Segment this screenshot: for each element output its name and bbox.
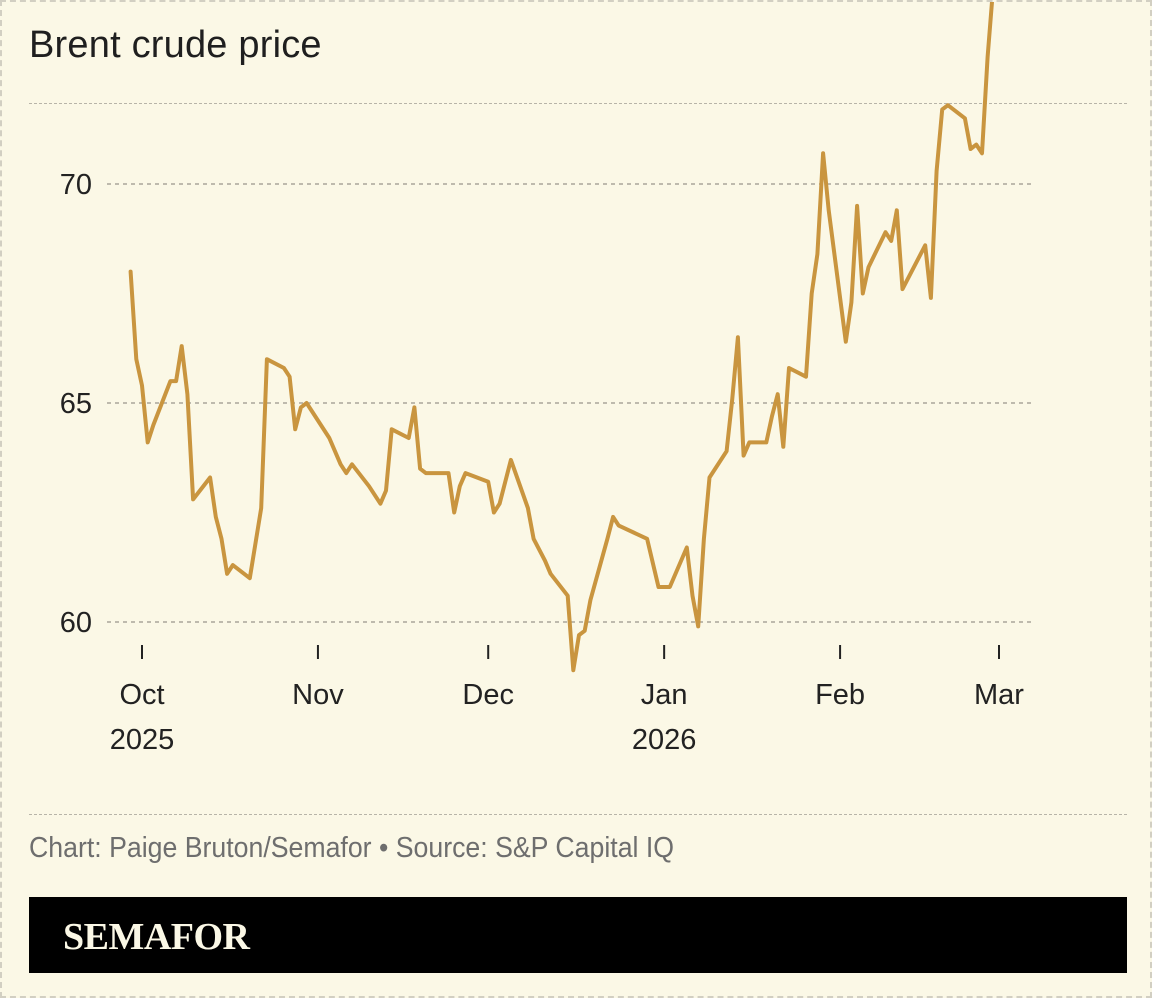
x-tick-label: Nov — [292, 679, 344, 711]
x-tick-label: Mar — [974, 679, 1024, 711]
x-tick-year-label: 2025 — [110, 724, 175, 756]
semafor-logo: SEMAFOR — [63, 916, 250, 958]
chart-title: Brent crude price — [29, 24, 322, 66]
y-tick-label: 60 — [60, 607, 92, 639]
line-chart: $8075706560Oct2025NovDecJan2026FebMar$81… — [60, 2, 1034, 756]
y-tick-label: 70 — [60, 169, 92, 201]
price-line — [128, 2, 994, 673]
x-tick-year-label: 2026 — [632, 724, 697, 756]
x-tick-label: Feb — [815, 679, 865, 711]
x-tick-label: Oct — [119, 679, 164, 711]
brand-footer: SEMAFOR — [29, 897, 1127, 973]
top-divider — [29, 103, 1127, 104]
x-tick-label: Jan — [641, 679, 688, 711]
bottom-divider — [29, 814, 1127, 815]
y-tick-label: 65 — [60, 388, 92, 420]
chart-credit: Chart: Paige Bruton/Semafor • Source: S&… — [29, 832, 675, 864]
x-tick-label: Dec — [462, 679, 514, 711]
